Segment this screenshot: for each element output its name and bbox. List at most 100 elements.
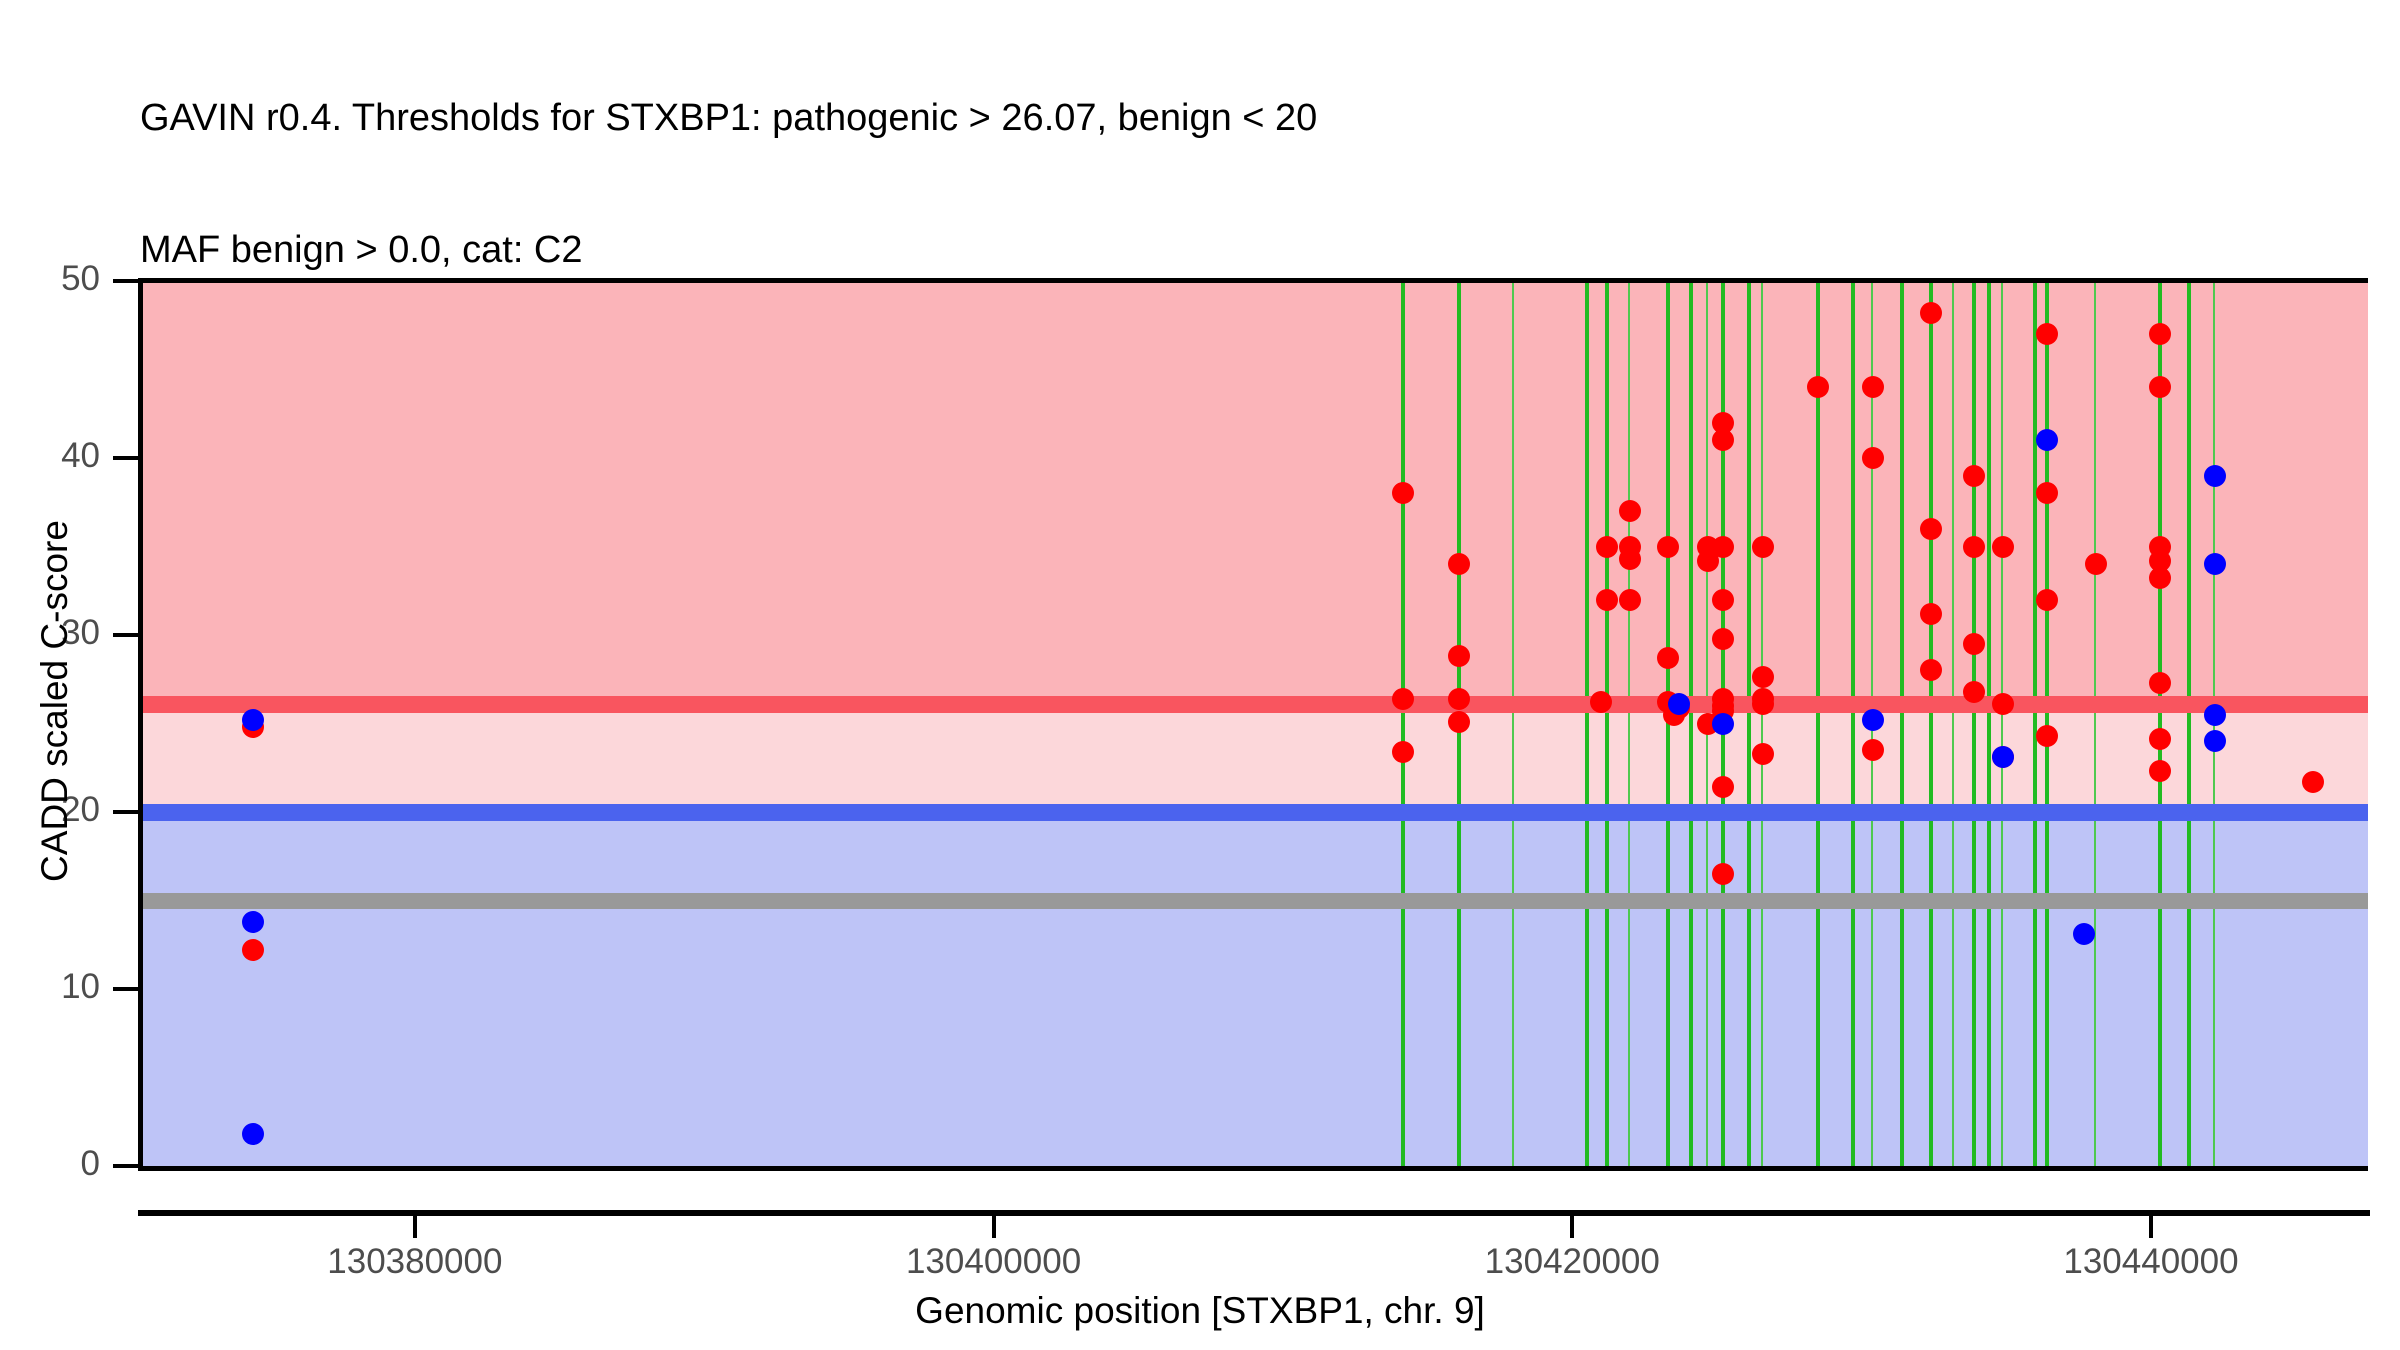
gnomad-variant-point [1862, 708, 1885, 731]
clinvar-variant-point [1752, 535, 1775, 558]
clinvar-variant-point [1448, 553, 1471, 576]
clinvar-variant-point [1862, 376, 1885, 399]
clinvar-variant-point [2148, 549, 2171, 572]
y-tick-mark [113, 456, 138, 460]
exon-line [1986, 281, 1991, 1166]
clinvar-variant-point [2035, 323, 2058, 346]
clinvar-variant-point [1752, 693, 1775, 716]
clinvar-variant-point [1963, 535, 1986, 558]
clinvar-variant-point [1920, 659, 1943, 682]
clinvar-variant-point [1711, 429, 1734, 452]
pathogenic-threshold-line [140, 696, 2368, 714]
clinvar-variant-point [1711, 776, 1734, 799]
clinvar-variant-point [1448, 710, 1471, 733]
clinvar-variant-point [2148, 567, 2171, 590]
clinvar-variant-point [2035, 724, 2058, 747]
x-tick-mark [1570, 1216, 1575, 1238]
clinvar-variant-point [1920, 602, 1943, 625]
gnomad-variant-point [241, 910, 264, 933]
y-tick-label: 50 [61, 259, 100, 298]
clinvar-variant-point [2035, 588, 2058, 611]
exon-line [1605, 281, 1609, 1166]
clinvar-variant-point [1392, 482, 1415, 505]
clinvar-variant-point [1711, 411, 1734, 434]
plot-area [140, 281, 2368, 1166]
clinvar-variant-point [1590, 691, 1613, 714]
clinvar-variant-point [1697, 549, 1720, 572]
exon-line [2044, 281, 2049, 1166]
gnomad-variant-point [1711, 712, 1734, 735]
exon-line [1952, 281, 1955, 1166]
title-line-2: MAF benign > 0.0, cat: C2 [140, 229, 583, 271]
clinvar-variant-point [1448, 687, 1471, 710]
x-axis-line [138, 1210, 2370, 1216]
x-tick-label: 130400000 [905, 1242, 1082, 1281]
exon-line [2157, 281, 2162, 1166]
clinvar-variant-point [1963, 632, 1986, 655]
clinvar-variant-point [1862, 447, 1885, 469]
clinvar-variant-point [1656, 647, 1679, 669]
gnomad-variant-point [2203, 464, 2226, 487]
exon-line [1816, 281, 1821, 1166]
y-tick-mark [113, 1164, 138, 1168]
x-tick-mark [412, 1216, 417, 1238]
clinvar-variant-point [2085, 553, 2107, 576]
gnomad-variant-point [2203, 553, 2226, 576]
y-tick-mark [113, 810, 138, 814]
y-tick-mark [113, 987, 138, 991]
exon-line [2001, 281, 2004, 1166]
clinvar-variant-point [1711, 627, 1734, 650]
x-axis-title: Genomic position [STXBP1, chr. 9] [915, 1290, 1485, 1331]
clinvar-variant-point [2148, 671, 2171, 694]
exon-line [1746, 281, 1751, 1166]
plot-panel [140, 281, 2368, 1166]
y-tick-mark [113, 633, 138, 637]
clinvar-variant-point [1392, 740, 1415, 763]
clinvar-variant-point [1807, 376, 1830, 399]
exon-line [1512, 281, 1515, 1166]
y-tick-label: 20 [61, 790, 100, 829]
clinvar-variant-point [2148, 376, 2171, 399]
y-tick-mark [113, 279, 138, 283]
exon-line [1628, 281, 1631, 1166]
clinvar-variant-point [241, 939, 264, 962]
clinvar-variant-point [1596, 535, 1618, 558]
gnomad-variant-point [2203, 730, 2226, 753]
exon-line [2094, 281, 2096, 1166]
clinvar-variant-point [2035, 482, 2058, 505]
clinvar-variant-point [1448, 645, 1471, 668]
exon-line [1688, 281, 1693, 1166]
exon-line [1584, 281, 1589, 1166]
x-tick-label: 130380000 [327, 1242, 503, 1281]
x-tick-mark [2148, 1216, 2153, 1238]
clinvar-variant-point [1619, 500, 1642, 523]
panel-bottom-border [140, 1166, 2368, 1171]
clinvar-variant-point [1752, 666, 1775, 689]
gnomad-variant-point [1668, 693, 1691, 716]
gnomad-variant-point [2035, 429, 2058, 452]
exon-line [1972, 281, 1977, 1166]
clinvar-variant-point [1711, 862, 1734, 885]
exon-line [1761, 281, 1764, 1166]
x-tick-label: 130420000 [1484, 1242, 1660, 1281]
clinvar-variant-point [1963, 464, 1986, 487]
x-tick-label: 130440000 [2063, 1242, 2239, 1281]
exon-line [1401, 281, 1406, 1166]
clinvar-variant-point [1711, 535, 1734, 558]
y-axis-title: CADD scaled C-score [34, 520, 75, 882]
clinvar-variant-point [1596, 588, 1618, 611]
exon-line [1929, 281, 1934, 1166]
clinvar-variant-point [2148, 323, 2171, 346]
clinvar-variant-point [1992, 535, 2015, 558]
title-line-1: GAVIN r0.4. Thresholds for STXBP1: patho… [140, 97, 1318, 139]
clinvar-variant-point [2302, 770, 2325, 793]
clinvar-variant-point [1862, 739, 1885, 762]
gnomad-variant-point [241, 1123, 264, 1146]
exon-line [1850, 281, 1855, 1166]
gnomad-variant-point [1992, 746, 2015, 769]
clinvar-variant-point [1920, 517, 1943, 540]
clinvar-variant-point [1992, 693, 2015, 716]
y-tick-label: 0 [80, 1144, 100, 1183]
panel-top-border [140, 278, 2368, 283]
